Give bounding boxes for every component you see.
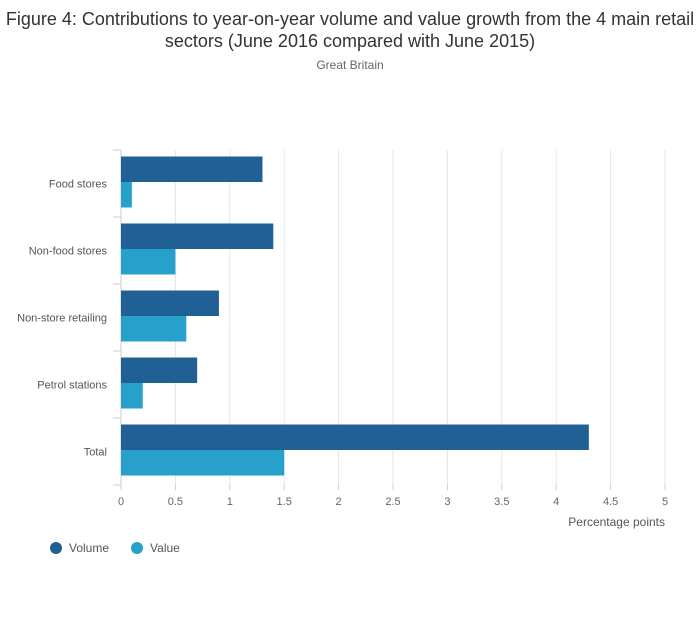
x-tick-label: 3.5 [494, 496, 509, 508]
bar-volume [121, 357, 198, 383]
x-tick-label: 0 [118, 496, 124, 508]
x-tick-label: 3 [444, 496, 450, 508]
x-tick-label: 1.5 [277, 496, 292, 508]
bar-value [121, 383, 143, 409]
x-tick-label: 0.5 [168, 496, 183, 508]
chart-title: Figure 4: Contributions to year-on-year … [5, 9, 695, 51]
x-tick-label: 5 [662, 496, 668, 508]
category-label: Non-food stores [29, 246, 108, 258]
bar-volume [121, 290, 219, 316]
x-tick-label: 2 [336, 496, 342, 508]
bar-volume [121, 223, 274, 249]
bar-volume [121, 156, 263, 182]
x-tick-label: 4 [553, 496, 559, 508]
category-label: Food stores [49, 179, 108, 191]
x-tick-label: 4.5 [603, 496, 618, 508]
category-label: Non-store retailing [17, 313, 107, 325]
legend: Volume Value [50, 541, 202, 555]
bar-value [121, 316, 187, 342]
category-label: Total [84, 447, 107, 459]
x-tick-label: 2.5 [385, 496, 400, 508]
bar-value [121, 450, 285, 476]
bar-value [121, 249, 176, 275]
legend-dot-value [131, 542, 144, 554]
legend-dot-volume [50, 542, 62, 554]
legend-item-volume[interactable]: Volume [50, 541, 109, 555]
legend-label-volume: Volume [69, 541, 110, 555]
x-tick-label: 1 [227, 496, 233, 508]
legend-label-value: Value [150, 541, 180, 555]
bar-volume [121, 424, 589, 450]
chart-subtitle: Great Britain [316, 58, 384, 72]
category-label: Petrol stations [37, 380, 107, 392]
x-axis-title: Percentage points [568, 515, 665, 529]
bar-value [121, 182, 132, 208]
legend-item-value[interactable]: Value [131, 541, 180, 555]
